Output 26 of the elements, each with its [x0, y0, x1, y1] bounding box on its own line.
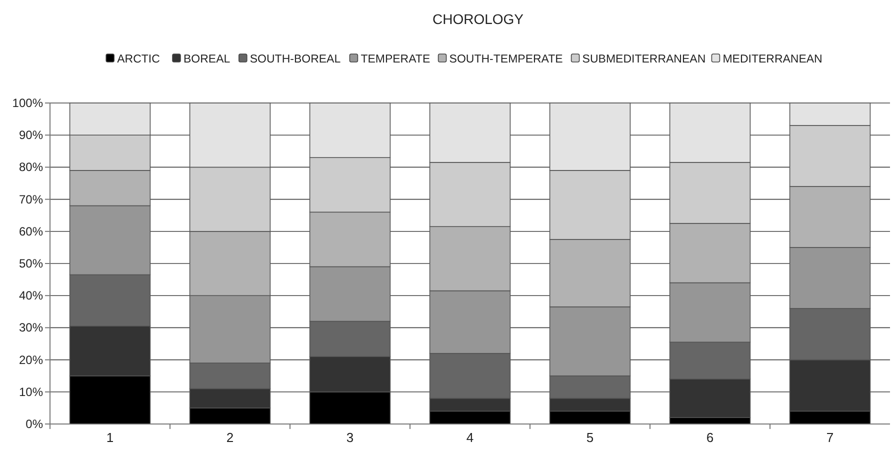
y-tick-label: 90% [18, 128, 44, 142]
x-tick-label: 1 [106, 430, 114, 445]
y-tick-label: 60% [18, 224, 44, 238]
x-tick-label: 2 [226, 430, 234, 445]
y-tick-label: 0% [26, 417, 44, 431]
y-tick-label: 70% [18, 192, 44, 206]
x-tick-label: 5 [586, 430, 594, 445]
x-tick-label: 4 [466, 430, 474, 445]
legend-label: SOUTH-TEMPERATE [449, 54, 564, 66]
y-tick-label: 30% [18, 320, 44, 335]
y-tick-label: 40% [18, 288, 44, 303]
legend-label: BOREAL [184, 54, 231, 66]
legend-label: TEMPERATE [360, 54, 430, 66]
legend-label: SOUTH-BOREAL [250, 54, 342, 66]
y-tick-label: 50% [18, 256, 44, 270]
legend-label: SUBMEDITERRANEAN [582, 54, 706, 66]
x-tick-label: 7 [826, 430, 834, 445]
legend-label: ARCTIC [117, 54, 160, 66]
x-tick-label: 6 [706, 430, 714, 445]
y-tick-label: 10% [18, 384, 44, 399]
chart-title: CHOROLOGY [432, 11, 524, 27]
y-tick-label: 100% [12, 96, 44, 110]
y-tick-label: 20% [18, 352, 44, 367]
x-tick-label: 3 [346, 430, 354, 445]
y-tick-label: 80% [18, 160, 44, 174]
legend-label: MEDITERRANEAN [722, 54, 822, 66]
